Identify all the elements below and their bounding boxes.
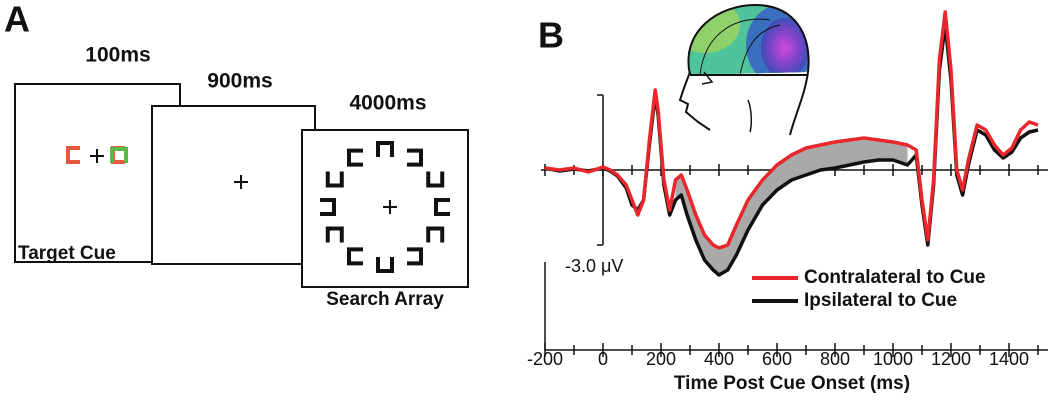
panel-label: B — [538, 15, 564, 56]
search-item — [407, 148, 423, 167]
legend-label: Ipsilateral to Cue — [804, 290, 957, 311]
search-item — [325, 226, 344, 243]
search-item — [426, 226, 445, 243]
x-tick-label: 400 — [704, 349, 734, 369]
head-map — [678, 3, 810, 136]
fixation — [383, 200, 397, 214]
search-item — [426, 171, 445, 188]
series-line — [544, 23, 1039, 277]
search-item — [347, 247, 363, 266]
x-axis-label: Time Post Cue Onset (ms) — [674, 373, 910, 394]
frame-duration: 4000ms — [349, 92, 426, 115]
search-item — [320, 198, 336, 216]
search-item — [347, 148, 363, 167]
plot: -200 0 200 400 600 800 1000 1200 1400 -3.0 μV Cont… — [527, 10, 1048, 369]
search-item — [376, 141, 394, 157]
x-tick-label: 1000 — [873, 349, 913, 369]
search-item — [434, 198, 450, 216]
x-tick-label: 0 — [598, 349, 608, 369]
series-line — [544, 10, 1039, 250]
frame-duration: 900ms — [207, 70, 272, 93]
fixation — [90, 149, 104, 163]
difference-area — [675, 138, 908, 275]
search-item — [376, 257, 394, 273]
x-tick-label: 200 — [646, 349, 676, 369]
scale-bar-label: -3.0 μV — [565, 256, 623, 276]
x-tick-label: 600 — [762, 349, 792, 369]
search-array — [320, 141, 450, 273]
frame — [151, 105, 316, 265]
frame-caption: Target Cue — [18, 243, 116, 264]
x-tick-label: 800 — [820, 349, 850, 369]
x-tick-label: 1200 — [931, 349, 971, 369]
legend-label: Contralateral to Cue — [804, 267, 986, 288]
cue-shape — [110, 147, 128, 163]
search-item — [325, 171, 344, 188]
frame — [301, 129, 469, 288]
frame-duration: 100ms — [85, 44, 150, 67]
x-tick-label: -200 — [527, 349, 563, 369]
x-tick-label: 1400 — [989, 349, 1029, 369]
search-item — [407, 247, 423, 266]
panel-label: A — [4, 0, 30, 40]
frame-caption: Search Array — [326, 289, 444, 310]
fixation — [234, 175, 248, 189]
